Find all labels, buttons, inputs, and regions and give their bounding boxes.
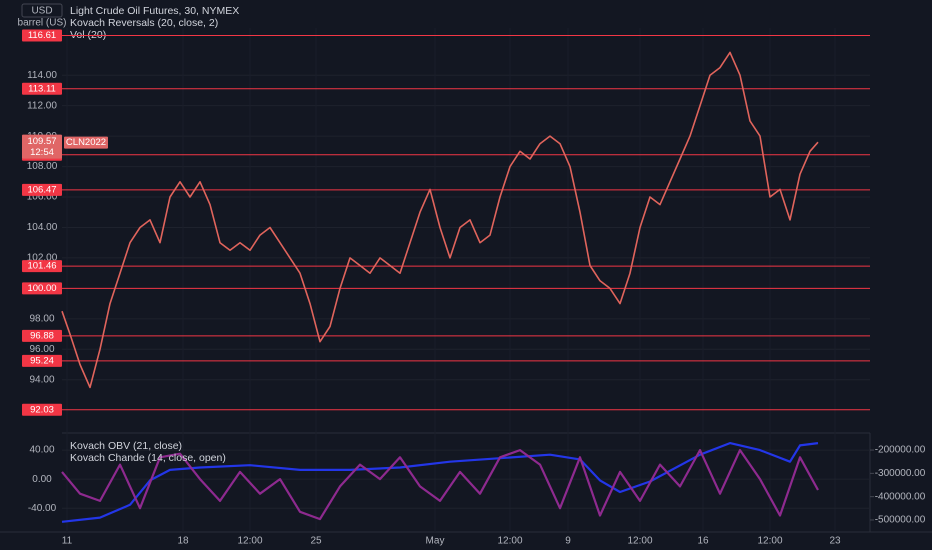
y-tick-label: 0.00	[32, 474, 52, 485]
price-line	[61, 51, 819, 389]
y-tick-label: 96.00	[29, 344, 54, 355]
y-tick-label: 108.00	[27, 161, 58, 172]
symbol-label: CLN2022	[66, 137, 106, 148]
x-tick-label: 9	[565, 536, 571, 547]
level-label: 95.24	[30, 355, 54, 366]
indicator-label: Vol (20)	[70, 29, 106, 41]
x-tick-label: 11	[62, 536, 73, 547]
level-label: 106.47	[27, 184, 56, 195]
y-tick-label: 102.00	[27, 253, 58, 264]
level-box	[22, 183, 62, 196]
chart-title: Light Crude Oil Futures, 30, NYMEX	[70, 5, 239, 17]
last-price-box	[22, 134, 62, 159]
series-line	[61, 449, 819, 521]
level-box	[22, 82, 62, 95]
x-tick-label: May	[426, 536, 445, 547]
x-tick-label: 12:00	[757, 536, 782, 547]
y2-tick-label: -500000.00	[875, 515, 926, 526]
last-price-time: 12:54	[30, 147, 54, 158]
y-tick-label: 114.00	[27, 70, 57, 81]
level-label: 92.03	[30, 404, 54, 415]
level-box	[22, 29, 62, 42]
y2-tick-label: -300000.00	[875, 468, 926, 479]
indicator-label: Kovach Reversals (20, close, 2)	[70, 17, 218, 29]
x-tick-label: 12:00	[497, 536, 522, 547]
x-tick-label: 23	[829, 536, 841, 547]
level-label: 116.61	[28, 30, 56, 41]
y-tick-label: 104.00	[27, 222, 58, 233]
level-label: 101.46	[27, 261, 56, 272]
level-box	[22, 282, 62, 295]
y-tick-label: 112.00	[27, 100, 57, 111]
y-tick-label: 106.00	[27, 192, 58, 203]
unit[interactable]: barrel (US)	[18, 18, 67, 29]
x-tick-label: 25	[310, 536, 322, 547]
y2-tick-label: -400000.00	[875, 491, 926, 502]
y-tick-label: -40.00	[28, 503, 57, 514]
level-label: 96.88	[30, 330, 54, 341]
level-box	[22, 403, 62, 416]
level-box	[22, 260, 62, 273]
last-price: 109.57	[27, 136, 56, 147]
level-label: 113.11	[28, 83, 56, 94]
legend-label: Kovach Chande (14, close, open)	[70, 452, 226, 464]
x-tick-label: 12:00	[237, 536, 262, 547]
y-tick-label: 40.00	[29, 445, 54, 456]
level-box	[22, 329, 62, 342]
x-tick-label: 12:00	[627, 536, 652, 547]
y-tick-label: 94.00	[29, 374, 54, 385]
symbol-box	[64, 136, 108, 149]
level-label: 100.00	[27, 283, 56, 294]
y-tick-label: 98.00	[29, 313, 54, 324]
legend-label: Kovach OBV (21, close)	[70, 440, 182, 452]
currency[interactable]: USD	[31, 6, 52, 17]
x-tick-label: 18	[177, 536, 189, 547]
currency-box[interactable]	[21, 3, 63, 18]
y2-tick-label: -200000.00	[875, 445, 926, 456]
level-box	[22, 354, 62, 367]
x-tick-label: 16	[697, 536, 709, 547]
